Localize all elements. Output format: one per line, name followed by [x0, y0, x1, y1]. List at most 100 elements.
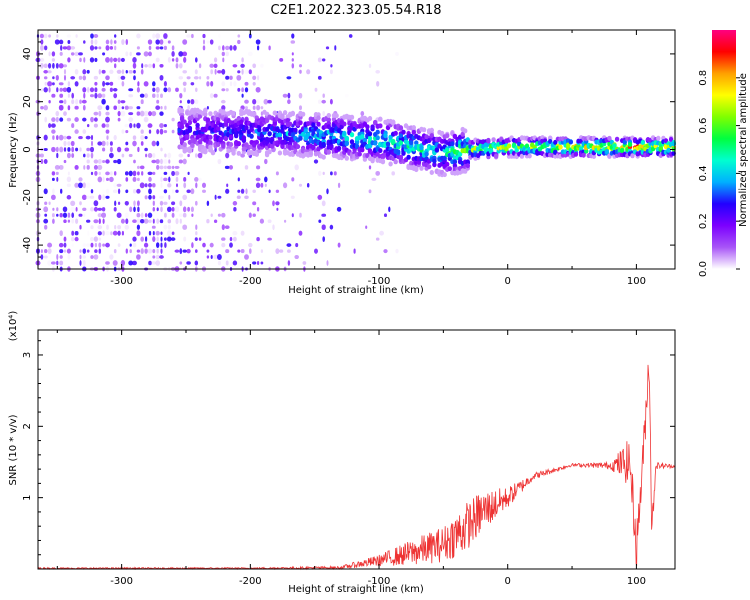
spectrogram-cell	[90, 140, 94, 147]
spectrogram-cell	[368, 189, 372, 194]
spectrogram-cell	[125, 130, 129, 134]
spectrogram-cell	[86, 147, 91, 152]
x-tick-label: -200	[239, 276, 262, 287]
colorbar: 0.0 0.2 0.4 0.6 0.8 Normalized spectral ampl…	[698, 30, 749, 277]
spectrogram-cell	[223, 135, 229, 141]
spectrogram-cell	[375, 129, 380, 135]
spectrogram-cell	[143, 51, 149, 57]
spectrogram-cell	[132, 62, 137, 69]
spectrogram-cell	[375, 135, 380, 141]
spectrogram-cell	[136, 224, 140, 230]
spectrogram-cell	[136, 177, 140, 182]
spectrogram-cell	[63, 74, 67, 81]
spectrogram-cell	[228, 142, 234, 147]
spectrogram-cell	[217, 158, 222, 165]
spectrogram-cell	[160, 206, 163, 213]
spectrogram-cell	[67, 93, 70, 98]
colorbar-tick-label: 0.4	[698, 165, 709, 181]
spectrogram-cell	[105, 177, 110, 182]
spectrogram-cell	[442, 155, 447, 161]
spectrogram-cell	[434, 147, 440, 153]
spectrogram-cell	[182, 212, 187, 218]
spectrogram-cell	[89, 45, 95, 51]
spectrogram-cell	[248, 248, 252, 254]
spectrogram-cell	[163, 171, 168, 176]
spectrogram-cell	[581, 152, 586, 158]
spectrogram-cell	[264, 183, 267, 188]
spectrogram-cell	[113, 93, 118, 99]
x-tick-label: -100	[368, 276, 391, 287]
spectrogram-cell	[121, 153, 125, 158]
spectrogram-cell	[206, 75, 210, 80]
spectrogram-cell	[429, 170, 434, 175]
spectrogram-cell	[379, 230, 384, 236]
spectrogram-cell	[121, 230, 124, 236]
spectrogram-cell	[156, 248, 159, 254]
spectrogram-cell	[260, 249, 264, 253]
spectrogram-cell	[291, 177, 295, 182]
spectrogram-cell	[58, 164, 64, 170]
spectrogram-cell	[209, 93, 214, 99]
spectrogram-cell	[43, 105, 48, 111]
spectrogram-cell	[316, 115, 321, 121]
spectrogram-cell	[124, 212, 129, 218]
spectrogram-cell	[360, 147, 365, 153]
spectrogram-cell	[51, 177, 55, 182]
spectrogram-cell	[128, 260, 134, 266]
spectrogram-cell	[44, 224, 48, 230]
spectrogram-cell	[187, 153, 190, 158]
spectrogram-cell	[62, 212, 68, 218]
spectrogram-cell	[90, 33, 94, 39]
spectrogram-cell	[255, 177, 261, 182]
spectrogram-cell	[117, 75, 121, 81]
spectrogram-cell	[232, 260, 238, 266]
spectrogram-cell	[121, 129, 125, 134]
colorbar-tick-label: 0.8	[698, 70, 709, 86]
spectrogram-cell	[148, 188, 152, 195]
spectrogram-cell	[160, 236, 163, 242]
spectrogram-cell	[48, 99, 51, 104]
x-tick-label: -200	[239, 576, 262, 587]
spectrogram-cell	[310, 236, 314, 242]
spectrogram-cell	[573, 151, 579, 157]
spectrogram-cell	[160, 176, 163, 183]
spectrogram-cell	[55, 171, 59, 176]
spectrogram-cell	[232, 236, 237, 242]
spectrogram-cell	[163, 40, 168, 44]
spectrogram-cell	[90, 242, 94, 248]
spectrogram-cell	[221, 224, 225, 231]
spectrogram-cell	[167, 224, 171, 230]
spectrogram-cell	[398, 133, 404, 139]
spectrogram-cell	[152, 236, 156, 243]
spectrogram-cell	[54, 39, 60, 45]
spectrogram-cell	[218, 45, 221, 51]
spectrogram-cell	[179, 108, 185, 114]
spectrogram-cell	[257, 127, 262, 133]
spectrogram-cell	[97, 164, 103, 170]
spectrogram-cell	[658, 145, 663, 151]
spectrogram-cell	[155, 230, 160, 236]
spectrogram-cell	[232, 230, 238, 236]
spectrogram-cell	[491, 137, 496, 143]
spectrogram-cell	[190, 98, 195, 105]
spectrogram-cell	[105, 230, 110, 236]
spectrogram-cell	[105, 261, 110, 265]
spectrogram-cell	[55, 74, 59, 81]
spectrogram-cell	[79, 57, 82, 63]
y-tick-label: 1	[22, 494, 33, 500]
spectrogram-cell	[249, 127, 254, 133]
spectrogram-cell	[148, 254, 152, 260]
spectrogram-cell	[93, 236, 98, 242]
spectrogram-cell	[445, 161, 450, 167]
spectrogram-cell	[171, 58, 175, 62]
spectrogram-cell	[129, 206, 133, 213]
spectrogram-cell	[105, 171, 110, 176]
spectrogram-cell	[179, 93, 183, 99]
spectrogram-cell	[175, 176, 179, 182]
spectrogram-cell	[264, 118, 270, 124]
spectrogram-cell	[272, 200, 275, 207]
spectrogram-cell	[179, 63, 183, 69]
spectrogram-cell	[128, 88, 134, 92]
spectrogram-cell	[322, 171, 325, 175]
spectrogram-cell	[59, 100, 64, 104]
